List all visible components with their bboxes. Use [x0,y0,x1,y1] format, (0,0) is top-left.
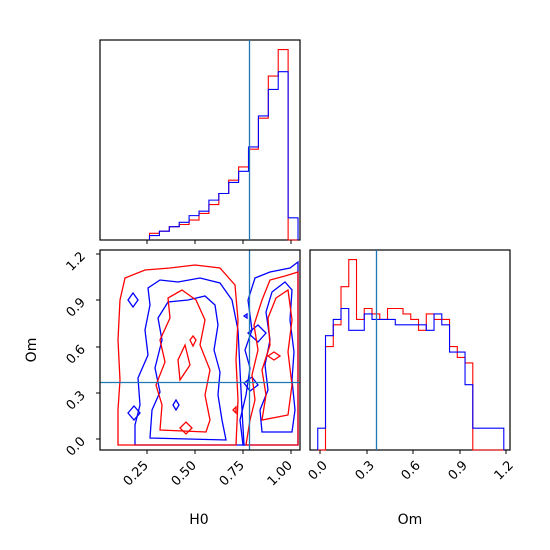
om-x-tick-label: 0.9 [446,458,471,483]
joint-y-axis-label: Om [24,338,40,363]
histogram-step-line [317,258,504,451]
joint-y-tick-label: 0.9 [64,295,89,320]
om-marginal-panel: 0.0 0.3 0.6 0.9 1.2 Om [306,249,517,528]
joint-y-tick-label: 1.2 [64,249,89,274]
joint-x-tick-label: 0.75 [217,458,248,489]
joint-y-tick-label: 0.6 [64,342,89,367]
joint-x-tick-label: 1.00 [265,458,296,489]
histogram-step-line [148,48,299,241]
joint-x-tick-label: 0.50 [169,458,200,489]
histogram-step-line [317,307,505,450]
h0-marginal-ticks [146,240,292,244]
om-marginal-histograms [317,258,505,451]
om-marginal-frame [309,249,511,451]
joint-frame [99,249,301,451]
joint-x-axis-label: H0 [189,512,208,528]
h0-marginal-frame [99,39,301,241]
joint-x-ticks [146,450,292,454]
joint-y-tick-label: 0.0 [64,434,89,459]
h0-marginal-panel [99,39,301,244]
h0-marginal-histograms [148,48,299,241]
joint-y-tick-label: 0.3 [64,388,89,413]
contour-series-red [117,264,299,446]
om-x-tick-label: 0.0 [306,458,331,483]
joint-contours [117,260,299,446]
joint-x-tick-label: 0.25 [121,458,152,489]
om-x-tick-label: 0.3 [353,458,378,483]
om-x-ticks [319,450,507,454]
histogram-step-line [148,71,299,240]
om-x-axis-label: Om [398,512,423,528]
om-x-tick-label: 1.2 [492,458,517,483]
om-x-tick-label: 0.6 [399,458,424,483]
joint-y-ticks [96,253,100,440]
joint-panel: 0.25 0.50 0.75 1.00 0.0 0.3 0.6 0.9 1.2 … [24,249,301,528]
